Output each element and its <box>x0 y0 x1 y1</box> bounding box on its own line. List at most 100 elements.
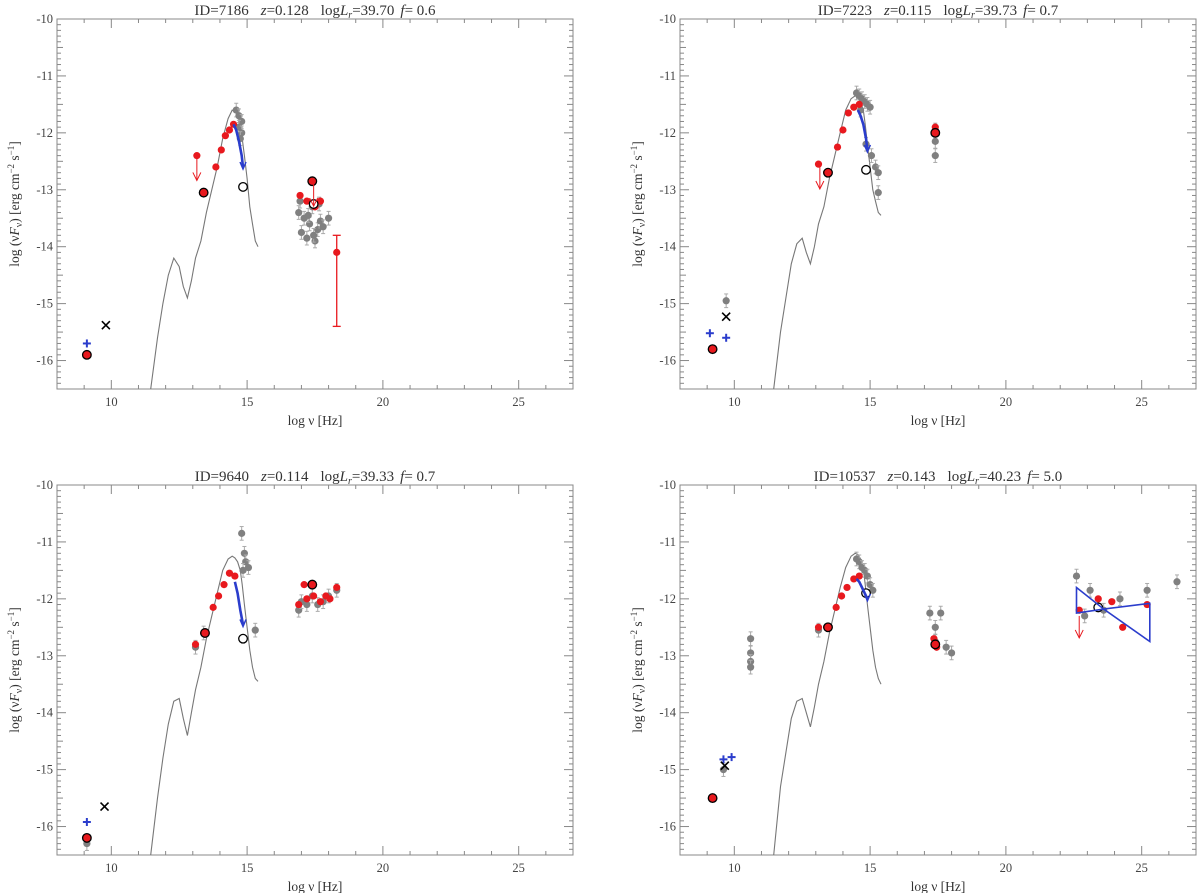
y-axis-label: log (νFν) [erg cm−2 s−1] <box>6 607 25 733</box>
x-tick-label: 15 <box>864 861 877 875</box>
archival-point <box>867 152 876 160</box>
sed-point <box>855 572 863 580</box>
ylabel-part: s <box>7 155 22 164</box>
ylabel-part: log (ν <box>7 702 22 733</box>
sed-point <box>217 146 225 154</box>
ylabel-F: F <box>7 227 22 237</box>
sed-point <box>225 126 234 134</box>
archival-point <box>926 609 934 617</box>
y-axis-label: log (νFν) [erg cm−2 s−1] <box>6 141 25 267</box>
circled-point <box>823 167 833 178</box>
ylabel-part: ) [erg cm <box>7 173 22 223</box>
sed-point <box>231 572 239 580</box>
y-axis-label: log (νFν) [erg cm−2 s−1] <box>629 607 648 733</box>
upper-limit-head <box>309 197 319 208</box>
y-tick-label: -10 <box>659 12 676 26</box>
sed-point <box>814 160 823 168</box>
title-r-subscript: r <box>348 476 352 487</box>
archival-point <box>1086 586 1094 594</box>
x-axis-label: log ν [Hz] <box>911 879 966 893</box>
sed-point <box>221 132 229 140</box>
title-L-value: =39.33 <box>352 469 394 485</box>
open-circle <box>861 164 871 175</box>
x-axis-label: log ν [Hz] <box>288 413 343 428</box>
circled-point <box>707 793 718 804</box>
cross-marker <box>99 802 110 812</box>
ylabel-nu-sub: ν <box>14 222 25 227</box>
plot-frame <box>56 18 574 390</box>
title-L-symbol: L <box>962 3 971 19</box>
y-tick-label: -10 <box>36 12 53 26</box>
archival-point <box>235 123 243 131</box>
x-tick-label: 25 <box>1135 861 1148 875</box>
archival-point <box>251 626 259 634</box>
title-f-value: = 0.7 <box>1027 3 1058 19</box>
sed-panel-2: 10 15 20 25 -16 -15 -14 -13 -12 -11 -10 ID=9640 z=0.… <box>6 469 574 893</box>
y-tick-label: -13 <box>36 183 53 197</box>
ylabel-sup: −1 <box>629 612 639 622</box>
y-tick-label: -11 <box>37 69 53 83</box>
archival-point <box>931 152 939 160</box>
ylabel-sup: −2 <box>6 164 16 174</box>
y-tick-label: -11 <box>660 69 676 83</box>
y-tick-label: -16 <box>36 820 53 834</box>
title-log: log <box>321 3 341 19</box>
x-tick-label: 10 <box>728 395 741 409</box>
y-tick-label: -16 <box>659 354 676 368</box>
sed-point <box>316 197 325 205</box>
optical-spectrum-arrow <box>863 144 872 154</box>
x-tick-label: 15 <box>864 395 877 409</box>
y-tick-label: -14 <box>659 240 676 254</box>
sed-point <box>303 197 311 205</box>
ylabel-sup: −1 <box>6 612 16 622</box>
ylabel-part: ) [erg cm <box>7 639 22 689</box>
sed-point <box>855 100 863 108</box>
sed-point <box>214 592 223 600</box>
archival-point <box>747 635 755 643</box>
optical-spectrum-arrow <box>239 161 247 171</box>
archival-point <box>244 563 253 572</box>
title-z-symbol: z <box>886 469 893 485</box>
archival-point <box>866 581 874 589</box>
chart-title: ID=7223 z=0.115 logLr=39.73 f= 0.7 <box>818 3 1059 21</box>
archival-point <box>305 220 314 228</box>
archival-point <box>866 103 874 111</box>
ylabel-sup: −2 <box>629 164 639 174</box>
circled-point <box>198 187 209 198</box>
sed-point <box>1108 598 1116 606</box>
title-f-value: = 0.6 <box>405 3 436 19</box>
ylabel-nu-sub: ν <box>14 688 25 693</box>
archival-point <box>1143 586 1151 594</box>
archival-point <box>931 137 939 145</box>
title-L-symbol: L <box>339 469 348 485</box>
archival-point <box>316 217 325 225</box>
x-tick-label: 25 <box>512 861 525 875</box>
archival-point <box>1116 595 1124 603</box>
sed-point <box>310 592 318 600</box>
ylabel-part: s <box>630 621 645 630</box>
ylabel-part: log (ν <box>7 236 22 267</box>
archival-point <box>238 529 246 537</box>
x-tick-label: 20 <box>1000 395 1013 409</box>
x-tick-label: 15 <box>241 861 254 875</box>
optical-spectrum-arrow <box>239 619 247 629</box>
archival-point <box>304 211 312 219</box>
title-z-value: =0.128 <box>267 3 309 19</box>
ylabel-part: ] <box>7 141 22 146</box>
open-circle <box>238 633 248 644</box>
chart-title: ID=10537 z=0.143 logLr=40.23 f= 5.0 <box>814 469 1063 487</box>
ylabel-sup: −1 <box>6 146 16 156</box>
sed-point <box>833 143 842 151</box>
sed-panel-3: 10 15 20 25 -16 -15 -14 -13 -12 -11 -10 ID=10537 z=0… <box>629 469 1197 893</box>
sed-panel-1: 10 15 20 25 -16 -15 -14 -13 -12 -11 -10 ID=7223 z=0.… <box>629 3 1197 428</box>
sed-point <box>193 152 201 160</box>
xray-point <box>333 248 341 256</box>
sed-point <box>295 600 303 609</box>
archival-point <box>747 663 755 671</box>
title-L-value: =39.73 <box>975 3 1017 19</box>
data-layer <box>705 85 941 389</box>
cross-marker <box>721 312 731 322</box>
archival-point <box>303 234 311 242</box>
y-tick-label: -10 <box>36 478 53 492</box>
